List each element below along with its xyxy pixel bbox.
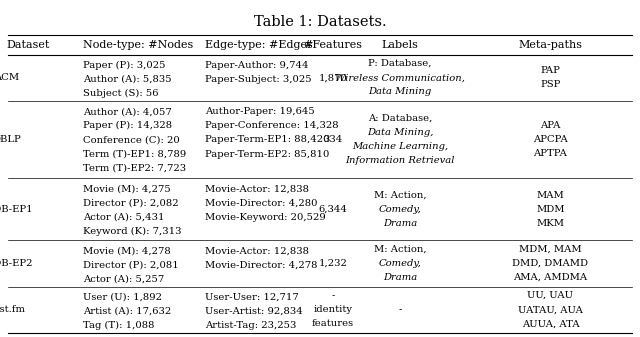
Text: M: Action,: M: Action, (374, 191, 426, 200)
Text: Movie-Actor: 12,838: Movie-Actor: 12,838 (205, 184, 309, 193)
Text: Paper-Term-EP2: 85,810: Paper-Term-EP2: 85,810 (205, 150, 329, 158)
Text: features: features (312, 319, 354, 329)
Text: Term (T)-EP1: 8,789: Term (T)-EP1: 8,789 (83, 150, 186, 158)
Text: 1,870: 1,870 (318, 73, 348, 82)
Text: A: Database,: A: Database, (368, 114, 432, 123)
Text: Paper-Author: 9,744: Paper-Author: 9,744 (205, 61, 308, 70)
Text: Last.fm: Last.fm (0, 305, 26, 314)
Text: Data Mining,: Data Mining, (367, 128, 433, 137)
Text: Comedy,: Comedy, (379, 259, 421, 268)
Text: IMDB-EP1: IMDB-EP1 (0, 205, 33, 214)
Text: Paper-Conference: 14,328: Paper-Conference: 14,328 (205, 121, 339, 130)
Text: IMDB-EP2: IMDB-EP2 (0, 259, 33, 268)
Text: AUUA, ATA: AUUA, ATA (522, 319, 579, 329)
Text: MKM: MKM (536, 219, 564, 228)
Text: Tag (T): 1,088: Tag (T): 1,088 (83, 321, 155, 330)
Text: Actor (A): 5,257: Actor (A): 5,257 (83, 275, 164, 283)
Text: Information Retrieval: Information Retrieval (345, 156, 455, 165)
Text: Wireless Communication,: Wireless Communication, (335, 73, 465, 82)
Text: DMD, DMAMD: DMD, DMAMD (513, 259, 588, 268)
Text: Meta-paths: Meta-paths (518, 40, 582, 51)
Text: Artist (A): 17,632: Artist (A): 17,632 (83, 307, 172, 316)
Text: 6,344: 6,344 (318, 205, 348, 214)
Text: Actor (A): 5,431: Actor (A): 5,431 (83, 213, 164, 222)
Text: Movie-Keyword: 20,529: Movie-Keyword: 20,529 (205, 213, 326, 222)
Text: P: Database,: P: Database, (368, 59, 432, 68)
Text: User-Artist: 92,834: User-Artist: 92,834 (205, 307, 303, 316)
Text: 1,232: 1,232 (318, 259, 348, 268)
Text: Table 1: Datasets.: Table 1: Datasets. (253, 15, 387, 29)
Text: Labels: Labels (381, 40, 419, 51)
Text: Node-type: #Nodes: Node-type: #Nodes (83, 40, 193, 51)
Text: Data Mining: Data Mining (369, 87, 431, 96)
Text: ACM: ACM (0, 73, 19, 82)
Text: Artist-Tag: 23,253: Artist-Tag: 23,253 (205, 321, 296, 330)
Text: #Features: #Features (303, 40, 362, 51)
Text: Edge-type: #Edges: Edge-type: #Edges (205, 40, 312, 51)
Text: M: Action,: M: Action, (374, 245, 426, 254)
Text: Comedy,: Comedy, (379, 205, 421, 214)
Text: -: - (398, 305, 402, 314)
Text: APCPA: APCPA (533, 135, 568, 144)
Text: identity: identity (314, 305, 352, 314)
Text: MDM: MDM (536, 205, 564, 214)
Text: DBLP: DBLP (0, 135, 20, 144)
Text: Paper (P): 14,328: Paper (P): 14,328 (83, 121, 172, 130)
Text: UATAU, AUA: UATAU, AUA (518, 305, 583, 314)
Text: -: - (331, 291, 335, 300)
Text: Term (T)-EP2: 7,723: Term (T)-EP2: 7,723 (83, 164, 186, 173)
Text: Keyword (K): 7,313: Keyword (K): 7,313 (83, 227, 182, 236)
Text: Paper-Subject: 3,025: Paper-Subject: 3,025 (205, 75, 312, 84)
Text: Drama: Drama (383, 273, 417, 282)
Text: User-User: 12,717: User-User: 12,717 (205, 293, 298, 302)
Text: Movie (M): 4,278: Movie (M): 4,278 (83, 246, 171, 255)
Text: Dataset: Dataset (6, 40, 50, 51)
Text: User (U): 1,892: User (U): 1,892 (83, 293, 162, 302)
Text: Conference (C): 20: Conference (C): 20 (83, 135, 180, 144)
Text: Subject (S): 56: Subject (S): 56 (83, 89, 159, 98)
Text: APA: APA (540, 121, 561, 130)
Text: UU, UAU: UU, UAU (527, 291, 573, 300)
Text: PAP: PAP (540, 66, 561, 75)
Text: Director (P): 2,082: Director (P): 2,082 (83, 198, 179, 208)
Text: PSP: PSP (540, 80, 561, 89)
Text: Author (A): 5,835: Author (A): 5,835 (83, 75, 172, 84)
Text: Drama: Drama (383, 219, 417, 228)
Text: Movie-Director: 4,280: Movie-Director: 4,280 (205, 198, 317, 208)
Text: Paper-Term-EP1: 88,420: Paper-Term-EP1: 88,420 (205, 135, 330, 144)
Text: AMA, AMDMA: AMA, AMDMA (513, 273, 588, 282)
Text: Movie-Actor: 12,838: Movie-Actor: 12,838 (205, 246, 309, 255)
Text: Paper (P): 3,025: Paper (P): 3,025 (83, 61, 166, 70)
Text: Machine Learning,: Machine Learning, (352, 142, 448, 151)
Text: Movie (M): 4,275: Movie (M): 4,275 (83, 184, 171, 193)
Text: Author (A): 4,057: Author (A): 4,057 (83, 107, 172, 116)
Text: 334: 334 (323, 135, 342, 144)
Text: MAM: MAM (536, 191, 564, 200)
Text: Author-Paper: 19,645: Author-Paper: 19,645 (205, 107, 314, 116)
Text: MDM, MAM: MDM, MAM (519, 245, 582, 254)
Text: Director (P): 2,081: Director (P): 2,081 (83, 261, 179, 269)
Text: Movie-Director: 4,278: Movie-Director: 4,278 (205, 261, 317, 269)
Text: APTPA: APTPA (534, 149, 567, 158)
